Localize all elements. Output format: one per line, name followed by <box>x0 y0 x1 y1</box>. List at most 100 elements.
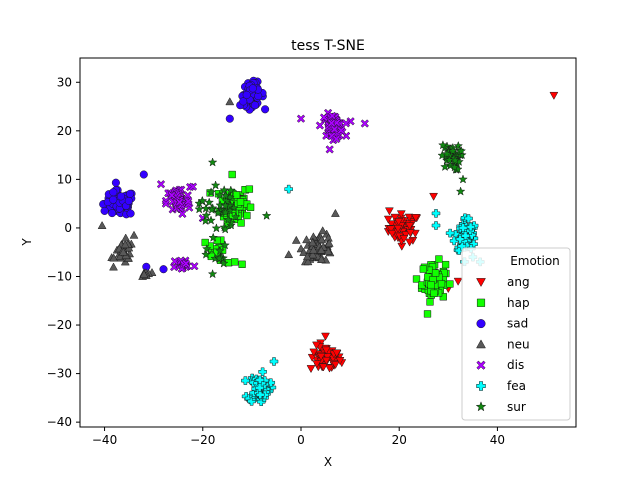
data-point-ang <box>312 360 322 369</box>
data-point-sur <box>210 180 221 190</box>
data-point-hap <box>228 170 236 179</box>
data-point-hap <box>232 191 241 199</box>
data-point-fea <box>466 222 475 232</box>
data-point-sur <box>438 140 448 150</box>
data-point-sur <box>201 243 212 254</box>
data-point-hap <box>441 260 450 269</box>
data-point-sur <box>218 258 229 268</box>
data-point-ang <box>405 229 415 238</box>
data-point-hap <box>437 280 446 288</box>
y-axis-label: Y <box>20 238 34 247</box>
data-point-hap <box>236 198 245 206</box>
data-point-sur <box>206 204 217 214</box>
data-point-dis <box>328 111 337 121</box>
legend-marker-sad <box>476 319 486 329</box>
legend-marker-hap <box>476 298 486 307</box>
x-axis-label: X <box>324 455 332 469</box>
data-point-sur <box>442 148 452 159</box>
data-point-sad <box>126 209 135 218</box>
data-point-hap <box>426 298 434 306</box>
data-point-sur <box>207 268 218 279</box>
data-point-sur <box>455 186 466 196</box>
x-tick-label: −40 <box>92 433 117 447</box>
data-point-sad <box>100 206 109 215</box>
data-point-fea <box>255 375 265 385</box>
data-point-sur <box>458 174 468 184</box>
data-point-ang <box>312 341 321 350</box>
data-point-fea <box>255 383 264 392</box>
data-point-sur <box>201 203 211 213</box>
data-point-fea <box>461 231 470 240</box>
data-point-fea <box>431 221 441 230</box>
data-point-sur <box>444 155 455 165</box>
data-point-ang <box>307 353 317 362</box>
series-ang <box>306 91 559 374</box>
data-point-dis <box>169 262 179 272</box>
legend-marker-dis <box>476 360 486 370</box>
data-point-neu <box>308 238 317 247</box>
data-point-neu <box>120 240 130 249</box>
points-layer <box>97 76 559 406</box>
data-point-hap <box>201 238 209 247</box>
data-point-ang <box>387 229 397 238</box>
data-point-ang <box>411 214 421 223</box>
data-point-fea <box>256 390 265 399</box>
data-point-sad <box>261 105 270 114</box>
chart-title: tess T-SNE <box>291 38 365 54</box>
data-point-ang <box>321 332 330 341</box>
data-point-ang <box>396 210 406 219</box>
data-point-sur <box>445 160 456 170</box>
data-point-ang <box>399 235 409 244</box>
legend-label: hap <box>507 296 530 310</box>
data-point-sur <box>194 204 205 214</box>
data-point-ang <box>332 349 342 358</box>
data-point-sur <box>201 249 211 259</box>
legend-label: ang <box>507 275 530 289</box>
data-point-neu <box>97 220 107 229</box>
data-point-ang <box>384 207 394 216</box>
legend-title: Emotion <box>510 254 560 268</box>
data-point-sur <box>230 211 241 222</box>
data-point-sad <box>116 192 126 201</box>
legend-marker-neu <box>476 339 486 349</box>
data-point-fea <box>455 234 465 244</box>
y-tick-label: −40 <box>47 415 72 429</box>
data-point-sad <box>109 188 118 197</box>
data-point-hap <box>237 219 245 227</box>
y-tick-label: 10 <box>57 172 72 186</box>
data-point-sur <box>449 162 460 172</box>
data-point-ang <box>335 357 345 366</box>
data-point-sur <box>448 145 458 156</box>
legend-items: ang hap sad neu dis fea sur <box>475 275 530 414</box>
y-tick-label: −30 <box>47 367 72 381</box>
legend-item-neu: neu <box>476 337 530 351</box>
data-point-sur <box>220 240 230 250</box>
y-tick-label: −20 <box>47 318 72 332</box>
data-point-dis <box>315 121 325 130</box>
data-point-neu <box>316 245 326 254</box>
data-point-sur <box>220 207 231 217</box>
data-point-ang <box>316 352 326 361</box>
data-point-sur <box>226 220 236 230</box>
data-point-hap <box>431 269 440 277</box>
data-point-ang <box>309 348 319 357</box>
data-point-fea <box>241 376 250 385</box>
series-dis <box>156 108 369 273</box>
data-point-hap <box>423 310 432 318</box>
data-point-dis <box>178 209 187 219</box>
data-point-sad <box>239 97 248 106</box>
data-point-dis <box>327 118 336 128</box>
data-point-ang <box>318 363 328 372</box>
data-point-fea <box>258 367 267 377</box>
data-point-dis <box>188 182 198 191</box>
data-point-sur <box>456 145 467 156</box>
data-point-sad <box>126 189 135 198</box>
data-point-dis <box>341 119 351 128</box>
data-point-hap <box>238 260 246 268</box>
data-point-ang <box>325 364 334 373</box>
y-tick-label: 20 <box>57 124 72 138</box>
data-point-fea <box>449 236 459 246</box>
data-point-ang <box>386 225 396 234</box>
legend-item-sad: sad <box>476 317 528 331</box>
